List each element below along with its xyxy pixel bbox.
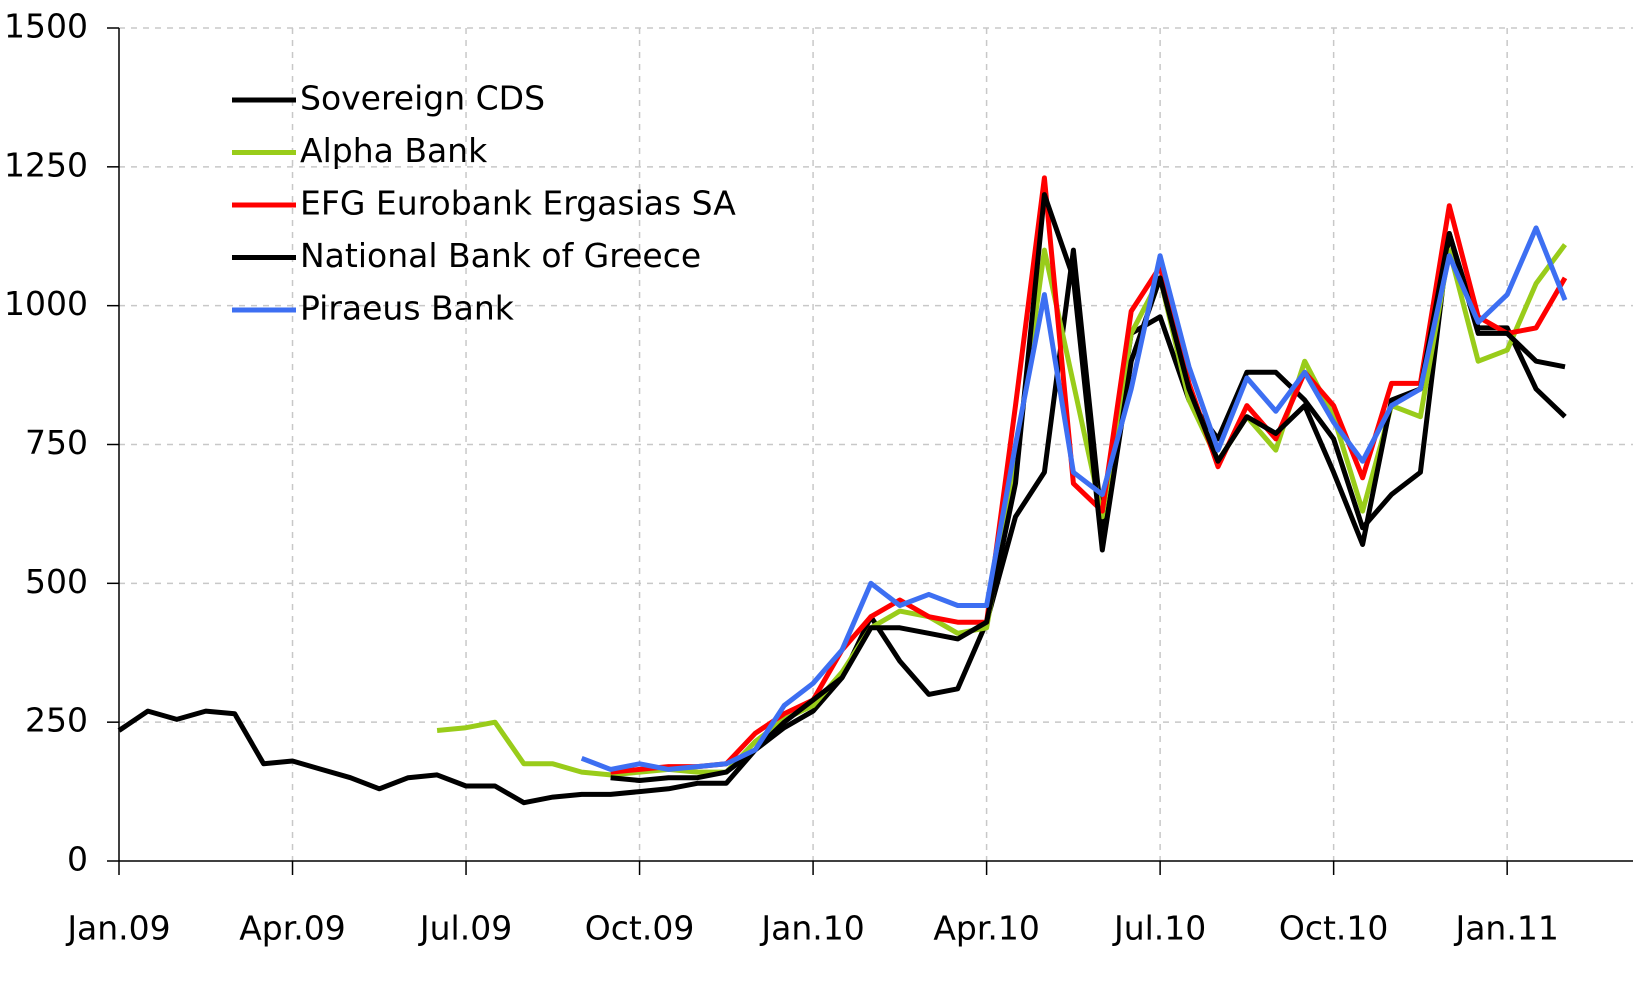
legend-label: Sovereign CDS bbox=[300, 79, 545, 118]
y-tick-label: 1500 bbox=[4, 7, 88, 46]
series-line bbox=[610, 192, 1566, 783]
y-tick-label: 0 bbox=[67, 840, 88, 879]
y-tick-label: 750 bbox=[25, 423, 88, 462]
x-tick-label: Jan.11 bbox=[1453, 909, 1558, 948]
legend-label: EFG Eurobank Ergasias SA bbox=[300, 184, 736, 223]
y-tick-label: 1000 bbox=[4, 284, 88, 323]
y-tick-label: 250 bbox=[25, 701, 88, 740]
y-tick-label: 500 bbox=[25, 562, 88, 601]
x-tick-label: Oct.10 bbox=[1279, 909, 1389, 948]
y-tick-label: 1250 bbox=[4, 145, 88, 184]
x-tick-label: Jul.10 bbox=[1112, 909, 1206, 948]
series-line bbox=[610, 175, 1568, 775]
series-line bbox=[580, 225, 1568, 772]
x-tick-label: Apr.09 bbox=[239, 909, 346, 948]
legend-label: Piraeus Bank bbox=[300, 289, 515, 328]
x-tick-label: Oct.09 bbox=[585, 909, 695, 948]
x-tick-label: Jan.09 bbox=[65, 909, 170, 948]
legend-label: Alpha Bank bbox=[300, 131, 488, 170]
x-tick-label: Jul.09 bbox=[418, 909, 512, 948]
legend-label: National Bank of Greece bbox=[300, 236, 701, 275]
x-tick-label: Apr.10 bbox=[933, 909, 1040, 948]
x-tick-label: Jan.10 bbox=[759, 909, 864, 948]
